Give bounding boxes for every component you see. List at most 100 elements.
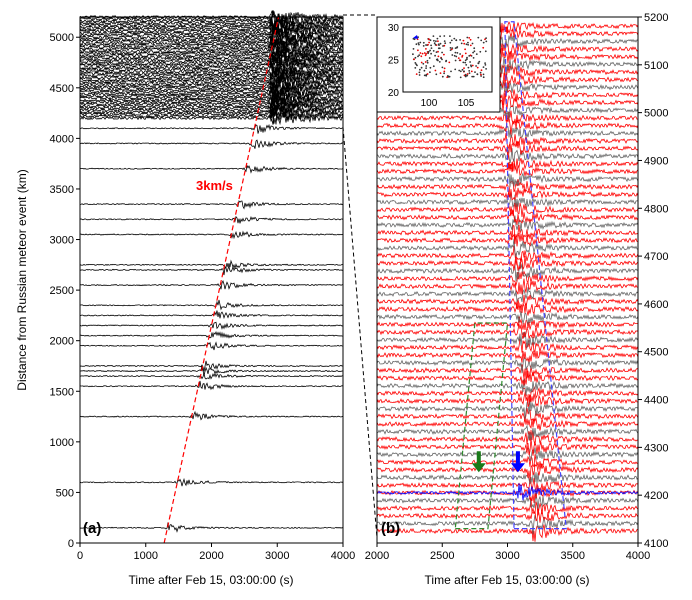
station-marker	[412, 48, 415, 50]
station-marker	[426, 59, 429, 62]
station-marker	[450, 70, 452, 73]
station-marker	[420, 66, 423, 69]
station-marker	[451, 54, 454, 56]
station-marker	[464, 52, 467, 55]
station-marker	[416, 64, 418, 67]
station-marker	[469, 61, 471, 63]
station-marker	[482, 66, 485, 68]
green-window-box	[454, 322, 509, 530]
seismogram-trace	[376, 498, 639, 516]
station-marker	[480, 39, 483, 42]
station-marker	[423, 74, 426, 77]
station-marker	[422, 62, 425, 65]
y-tick-label: 500	[56, 487, 74, 499]
station-marker	[449, 41, 452, 44]
station-marker	[462, 39, 465, 42]
seismogram-trace	[79, 99, 344, 114]
x-tick-label: 2500	[430, 550, 454, 562]
y-tick-label: 0	[68, 538, 74, 550]
seismogram-trace	[79, 230, 344, 240]
station-marker	[423, 69, 426, 72]
station-marker	[437, 40, 439, 43]
station-marker	[477, 62, 480, 65]
seismogram-trace	[79, 89, 344, 105]
seismogram-trace	[376, 190, 639, 208]
seismogram-trace	[79, 83, 344, 100]
station-marker	[439, 72, 442, 74]
blue-arrow-icon	[510, 451, 525, 473]
station-marker	[455, 55, 458, 58]
station-marker	[463, 67, 465, 69]
seismogram-trace	[376, 253, 639, 271]
inset-plot-frame	[402, 26, 493, 93]
station-marker	[443, 70, 446, 73]
station-marker	[484, 50, 487, 53]
station-marker	[454, 51, 457, 54]
seismogram-trace	[376, 117, 639, 135]
x-tick-label: 1000	[134, 550, 158, 562]
station-marker	[457, 57, 460, 59]
green-arrow-icon	[471, 451, 486, 473]
station-marker	[466, 74, 469, 77]
panel-b-label: (b)	[381, 520, 400, 537]
station-marker	[470, 70, 473, 73]
seismogram-trace	[376, 355, 639, 374]
seismogram-trace	[79, 66, 344, 81]
station-marker	[450, 39, 453, 42]
seismogram-trace	[376, 364, 639, 380]
station-marker	[471, 42, 474, 45]
station-marker	[432, 35, 435, 37]
seismogram-trace	[79, 102, 344, 116]
station-marker	[458, 69, 461, 72]
seismogram-trace	[376, 349, 639, 363]
x-tick-label: 2000	[199, 550, 223, 562]
station-marker	[475, 65, 477, 67]
station-marker	[482, 73, 485, 76]
seismogram-trace	[79, 321, 344, 330]
station-marker	[437, 55, 440, 58]
station-marker	[484, 62, 486, 64]
station-marker	[471, 75, 474, 78]
station-marker	[470, 65, 473, 68]
station-marker	[464, 61, 467, 64]
seismogram-trace	[376, 141, 639, 160]
station-marker	[441, 75, 444, 78]
station-marker	[453, 54, 456, 57]
y-tick-label: 4000	[50, 133, 74, 145]
station-marker	[441, 58, 443, 61]
station-marker	[482, 76, 485, 79]
seismogram-trace	[376, 476, 639, 493]
velocity-label: 3km/s	[196, 178, 233, 193]
station-marker	[448, 61, 451, 64]
y-tick-label: 3500	[50, 184, 74, 196]
panel-a-traces	[79, 10, 344, 533]
station-marker	[429, 49, 431, 52]
seismogram-trace	[376, 385, 639, 403]
highlight-station-icon	[413, 35, 418, 39]
seismogram-trace	[79, 380, 344, 391]
seismogram-trace	[79, 68, 344, 82]
seismogram-trace	[79, 164, 344, 174]
station-marker	[472, 57, 475, 59]
seismogram-trace	[376, 323, 639, 339]
station-marker	[425, 44, 427, 46]
station-marker	[421, 52, 424, 55]
station-marker	[425, 48, 427, 50]
seismogram-trace	[79, 16, 344, 30]
station-marker	[415, 73, 418, 75]
station-marker	[426, 73, 429, 75]
seismogram-trace	[377, 262, 639, 282]
station-marker	[433, 42, 436, 45]
station-marker	[482, 41, 485, 44]
station-marker	[424, 61, 427, 63]
station-marker	[443, 40, 446, 42]
station-marker	[467, 66, 470, 69]
inset-x-tick-label: 100	[421, 98, 438, 109]
seismogram-trace	[79, 13, 344, 28]
station-marker	[449, 47, 452, 49]
y-tick-label: 4800	[644, 203, 668, 215]
station-marker	[475, 53, 478, 55]
seismogram-trace	[376, 302, 639, 316]
seismogram-trace	[79, 365, 344, 376]
